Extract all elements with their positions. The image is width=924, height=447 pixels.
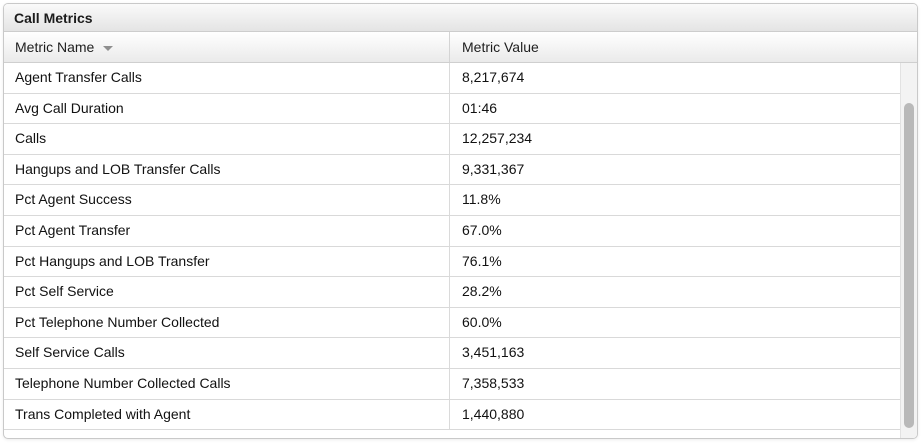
table-row[interactable]: Self Service Calls 3,451,163	[4, 338, 901, 369]
metric-name-cell: Pct Agent Transfer	[4, 215, 450, 246]
metric-value-cell: 7,358,533	[462, 374, 525, 391]
panel-title: Call Metrics	[4, 4, 917, 32]
table-row[interactable]: Telephone Number Collected Calls 7,358,53…	[4, 368, 901, 400]
metric-name-cell: Trans Completed with Agent	[4, 399, 450, 430]
metric-value-cell: 3,451,163	[462, 344, 525, 361]
vertical-scrollbar[interactable]	[900, 63, 917, 438]
metric-name-cell: Pct Telephone Number Collected	[4, 307, 450, 338]
metric-name-cell: Hangups and LOB Transfer Calls	[4, 154, 450, 185]
metric-value-cell: 60.0%	[462, 313, 502, 330]
metrics-grid: Metric Name Metric Value Agent Transfer …	[4, 32, 917, 438]
table-row[interactable]: Trans Completed with Agent 1,440,880	[4, 399, 901, 431]
table-row[interactable]: Pct Agent Success 11.8%	[4, 185, 901, 216]
metric-name-cell: Self Service Calls	[4, 338, 450, 368]
metric-name-column-header[interactable]: Metric Name	[4, 32, 450, 62]
table-row[interactable]: Pct Hangups and LOB Transfer 76.1%	[4, 246, 901, 278]
sort-descending-icon[interactable]	[103, 45, 114, 51]
metric-value-cell: 9,331,367	[462, 160, 525, 177]
metric-name-cell: Calls	[4, 124, 450, 154]
metric-name-cell: Avg Call Duration	[4, 93, 450, 124]
metric-name-header-label: Metric Name	[15, 39, 95, 55]
call-metrics-panel: Call Metrics Metric Name Metric Value Ag…	[3, 3, 918, 439]
metric-value-header-label: Metric Value	[462, 39, 539, 55]
metric-value-cell: 67.0%	[462, 221, 502, 238]
metric-name-cell: Telephone Number Collected Calls	[4, 368, 450, 399]
metric-name-cell: Agent Transfer Calls	[4, 63, 450, 93]
metric-value-column-header[interactable]: Metric Value	[450, 32, 917, 62]
metric-value-cell: 8,217,674	[462, 69, 525, 85]
metric-value-cell: 28.2%	[462, 283, 502, 300]
table-row[interactable]: Pct Telephone Number Collected 60.0%	[4, 307, 901, 339]
metric-value-cell: 12,257,234	[462, 130, 533, 147]
table-row[interactable]: Hangups and LOB Transfer Calls 9,331,367	[4, 154, 901, 186]
table-row[interactable]: Agent Transfer Calls 8,217,674	[4, 63, 901, 94]
metric-name-cell: Pct Self Service	[4, 277, 450, 307]
metric-value-cell: 1,440,880	[462, 405, 525, 422]
metric-name-cell: Pct Hangups and LOB Transfer	[4, 246, 450, 277]
metric-value-cell: 11.8%	[462, 191, 501, 208]
table-row[interactable]: Calls 12,257,234	[4, 124, 901, 155]
metric-name-cell: Pct Agent Success	[4, 185, 450, 215]
table-row[interactable]: Pct Agent Transfer 67.0%	[4, 215, 901, 247]
column-header-row: Metric Name Metric Value	[4, 32, 917, 63]
metric-value-cell: 01:46	[462, 99, 498, 116]
table-row[interactable]: Pct Self Service 28.2%	[4, 277, 901, 308]
scrollbar-thumb[interactable]	[904, 103, 914, 428]
table-body: Agent Transfer Calls 8,217,674 Avg Call Du…	[4, 63, 901, 431]
table-row[interactable]: Avg Call Duration 01:46	[4, 93, 901, 125]
metric-value-cell: 76.1%	[462, 252, 502, 269]
